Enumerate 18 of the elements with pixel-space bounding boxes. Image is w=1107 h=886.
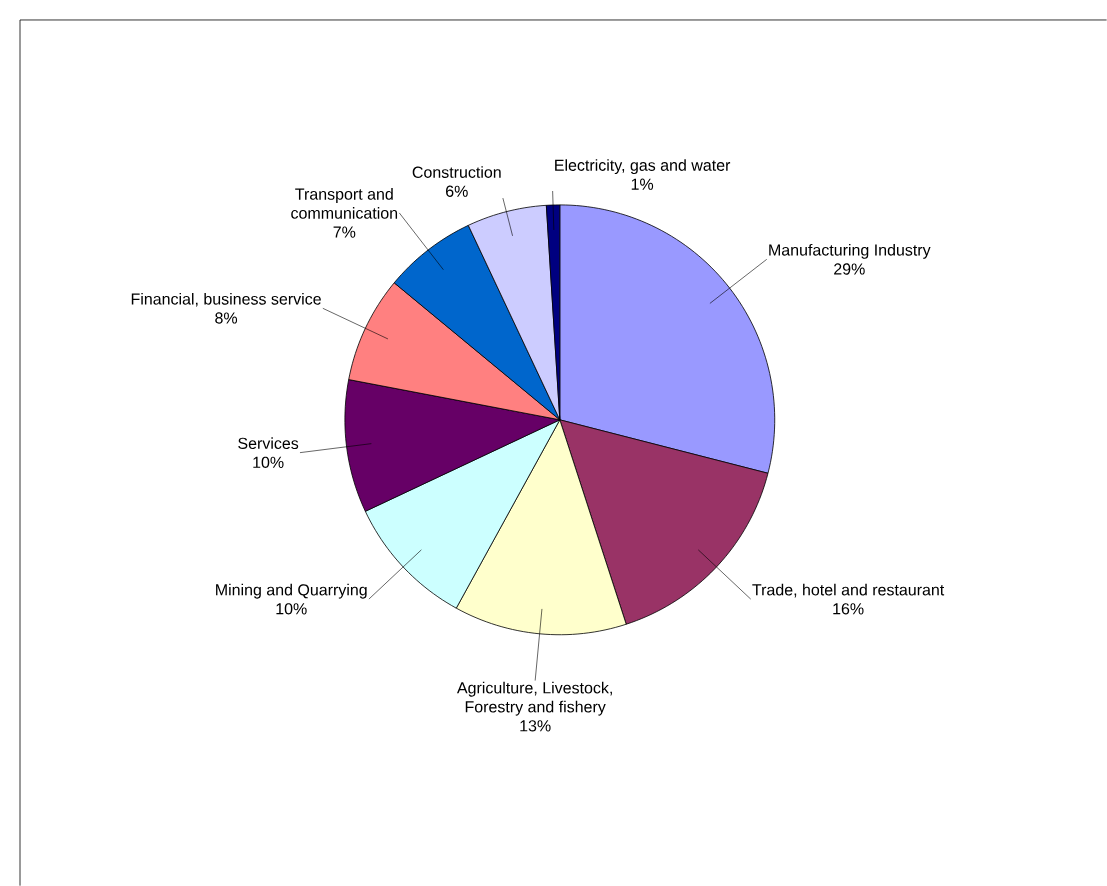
data-label: 13% <box>520 720 551 732</box>
slice-label: Agriculture, Livestock, Forestry and fishery <box>456 681 612 716</box>
data-label: 10% <box>253 456 284 468</box>
data-label: 10% <box>276 603 307 615</box>
data-label: 16% <box>833 603 864 615</box>
data-label: 8% <box>215 312 238 324</box>
data-label: 29% <box>834 263 865 275</box>
slice-label: Manufacturing Industry <box>769 243 931 259</box>
slice-label: Financial, business service <box>131 292 321 307</box>
slice-label: Construction <box>412 166 501 178</box>
data-label: 7% <box>333 226 356 238</box>
slice-label: Services <box>238 437 299 449</box>
slice-label: Transport and communication <box>291 188 398 219</box>
data-label: 6% <box>446 185 468 197</box>
slice-label: Mining and Quarrying <box>216 583 367 599</box>
slice-label: Trade, hotel and restaurant <box>752 583 945 598</box>
slice-label: Electricity, gas and water <box>555 159 731 175</box>
data-label: 1% <box>631 178 654 190</box>
